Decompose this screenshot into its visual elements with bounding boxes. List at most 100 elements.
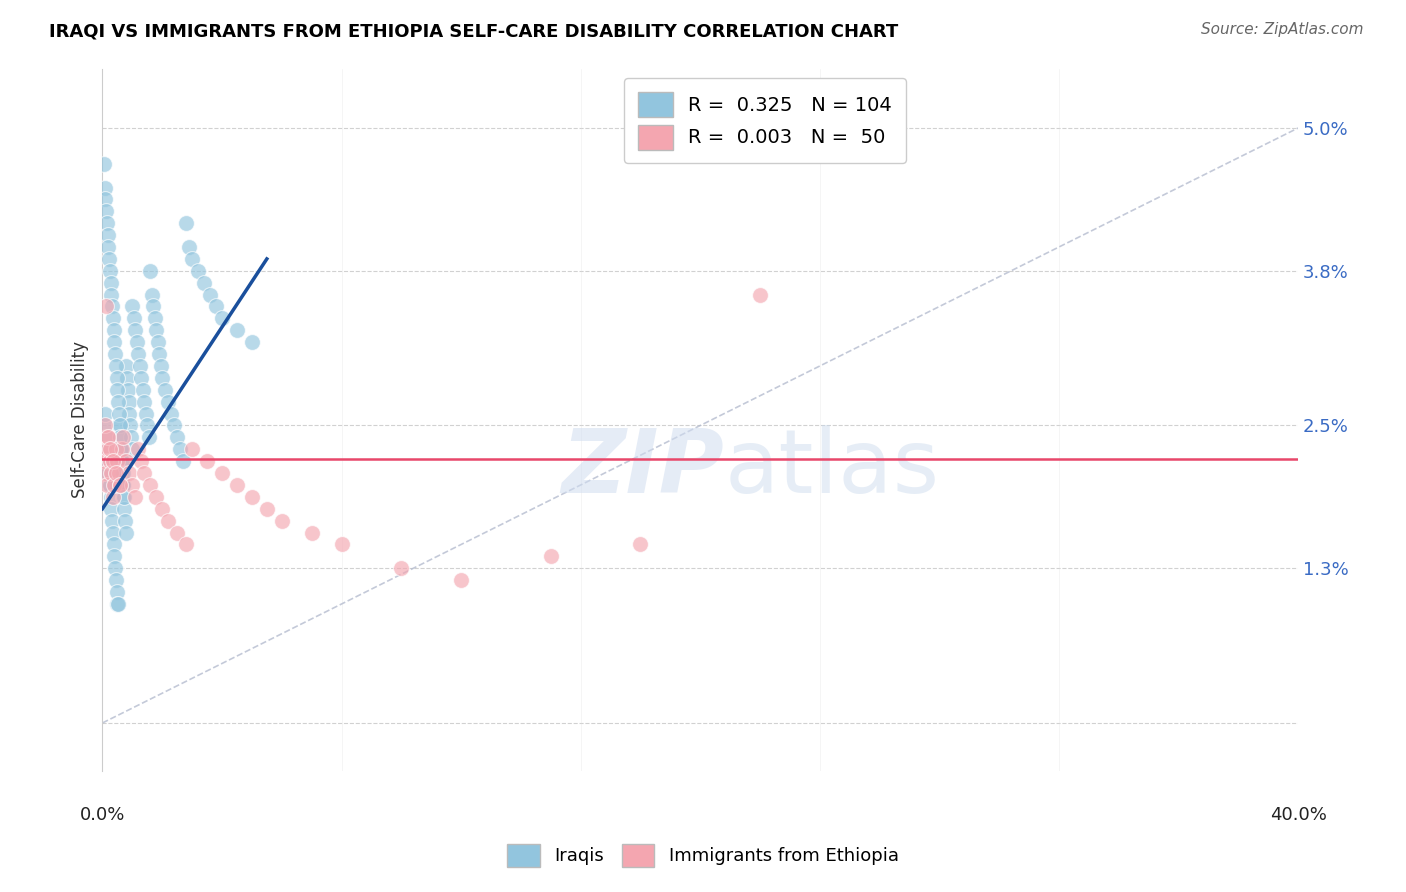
- Point: [142, 300, 165, 314]
- Point: [120, 430, 142, 444]
- Point: [100, 466, 122, 480]
- Text: 40.0%: 40.0%: [1270, 806, 1326, 824]
- Point: [122, 311, 145, 326]
- Point: [98, 252, 121, 266]
- Point: [124, 490, 146, 504]
- Point: [108, 418, 131, 433]
- Point: [101, 514, 124, 528]
- Point: [270, 514, 292, 528]
- Point: [97, 430, 120, 444]
- Point: [127, 442, 149, 457]
- Point: [94, 300, 117, 314]
- Point: [121, 442, 143, 457]
- Point: [108, 418, 131, 433]
- Point: [121, 300, 143, 314]
- Point: [111, 442, 134, 457]
- Point: [93, 442, 115, 457]
- Point: [103, 335, 125, 350]
- Point: [94, 407, 117, 421]
- Point: [105, 383, 128, 397]
- Point: [94, 193, 117, 207]
- Point: [104, 466, 127, 480]
- Point: [104, 442, 127, 457]
- Point: [94, 430, 117, 444]
- Point: [96, 216, 118, 230]
- Point: [110, 442, 132, 457]
- Point: [101, 300, 124, 314]
- Point: [103, 537, 125, 551]
- Point: [149, 359, 172, 373]
- Point: [129, 371, 152, 385]
- Point: [105, 454, 128, 468]
- Point: [450, 573, 472, 587]
- Point: [115, 359, 138, 373]
- Point: [128, 359, 150, 373]
- Point: [166, 525, 188, 540]
- Point: [211, 466, 233, 480]
- Point: [97, 240, 120, 254]
- Point: [205, 300, 228, 314]
- Point: [105, 371, 128, 385]
- Point: [160, 407, 183, 421]
- Point: [118, 394, 141, 409]
- Text: atlas: atlas: [724, 425, 939, 512]
- Point: [169, 442, 191, 457]
- Point: [115, 371, 138, 385]
- Point: [114, 525, 136, 540]
- Point: [174, 537, 197, 551]
- Point: [110, 478, 132, 492]
- Point: [115, 454, 138, 468]
- Point: [104, 561, 127, 575]
- Point: [127, 347, 149, 361]
- Point: [145, 323, 167, 337]
- Point: [181, 442, 204, 457]
- Point: [145, 490, 167, 504]
- Point: [97, 466, 120, 480]
- Point: [104, 347, 127, 361]
- Point: [143, 311, 166, 326]
- Point: [139, 478, 162, 492]
- Point: [110, 430, 132, 444]
- Point: [98, 478, 121, 492]
- Point: [103, 478, 125, 492]
- Point: [146, 335, 169, 350]
- Point: [108, 430, 131, 444]
- Point: [118, 466, 141, 480]
- Legend: R =  0.325   N = 104, R =  0.003   N =  50: R = 0.325 N = 104, R = 0.003 N = 50: [624, 78, 905, 163]
- Point: [108, 466, 131, 480]
- Point: [94, 466, 117, 480]
- Point: [110, 478, 132, 492]
- Point: [198, 287, 221, 301]
- Point: [112, 490, 135, 504]
- Point: [389, 561, 412, 575]
- Point: [166, 430, 188, 444]
- Point: [163, 418, 186, 433]
- Point: [100, 501, 122, 516]
- Point: [187, 264, 209, 278]
- Point: [138, 430, 160, 444]
- Point: [174, 216, 197, 230]
- Point: [141, 287, 163, 301]
- Point: [93, 157, 115, 171]
- Point: [103, 323, 125, 337]
- Point: [97, 228, 120, 243]
- Point: [112, 478, 135, 492]
- Point: [134, 466, 156, 480]
- Point: [107, 394, 129, 409]
- Point: [96, 442, 118, 457]
- Legend: Iraqis, Immigrants from Ethiopia: Iraqis, Immigrants from Ethiopia: [501, 837, 905, 874]
- Point: [129, 454, 152, 468]
- Point: [111, 454, 134, 468]
- Point: [108, 407, 131, 421]
- Point: [112, 430, 135, 444]
- Point: [157, 514, 180, 528]
- Point: [124, 323, 146, 337]
- Point: [94, 418, 117, 433]
- Point: [132, 383, 155, 397]
- Point: [150, 371, 173, 385]
- Point: [112, 501, 135, 516]
- Point: [118, 407, 141, 421]
- Point: [172, 454, 194, 468]
- Point: [97, 442, 120, 457]
- Point: [226, 323, 249, 337]
